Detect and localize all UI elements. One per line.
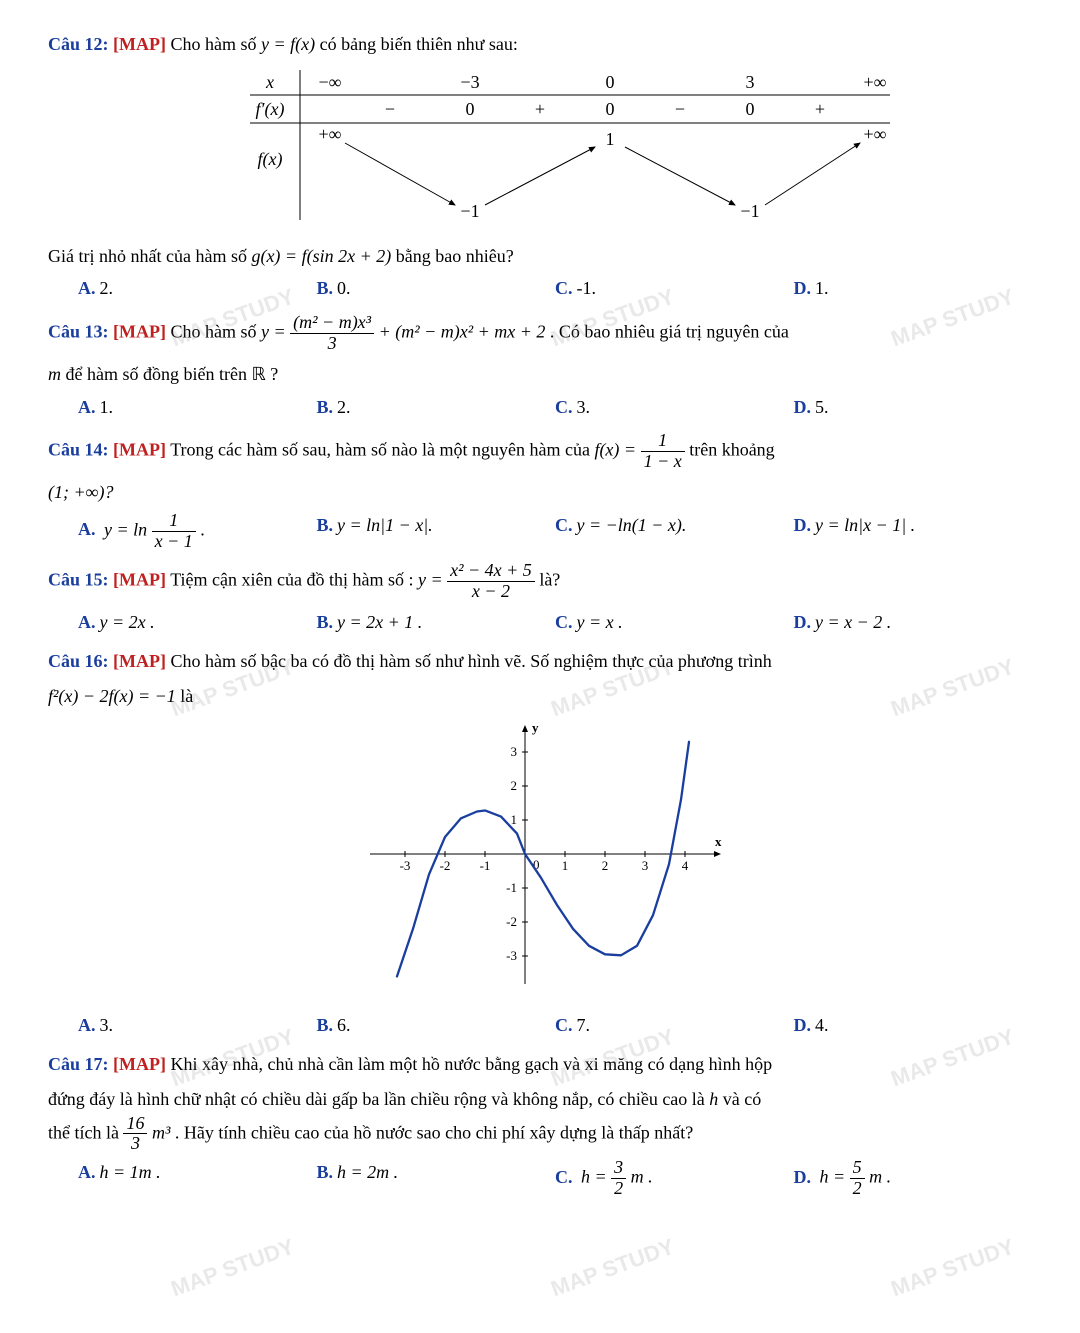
question-13: Câu 13: [MAP] Cho hàm số y = (m² − m)x³3… <box>48 313 1032 354</box>
svg-text:−∞: −∞ <box>319 72 342 92</box>
svg-text:+∞: +∞ <box>864 124 887 144</box>
q12-tag: [MAP] <box>113 34 166 54</box>
q15-choices: A.y = 2x . B.y = 2x + 1 . C.y = x . D.y … <box>78 608 1032 637</box>
svg-text:3: 3 <box>746 72 755 92</box>
svg-text:3: 3 <box>642 858 649 873</box>
q12-prompt: Giá trị nhỏ nhất của hàm số g(x) = f(sin… <box>48 242 1032 271</box>
svg-text:x: x <box>715 834 722 849</box>
svg-text:y: y <box>532 720 539 735</box>
svg-text:-3: -3 <box>400 858 411 873</box>
svg-text:-3: -3 <box>506 948 517 963</box>
q12-choice-b: B.0. <box>317 274 556 303</box>
q14-interval: (1; +∞)? <box>48 478 1032 507</box>
svg-text:−1: −1 <box>460 201 479 221</box>
svg-text:+: + <box>535 99 545 119</box>
q12-text-before: Cho hàm số <box>171 34 262 54</box>
q12-choice-d: D.1. <box>794 274 1033 303</box>
cubic-graph-svg: x y -3-2-11234-3-2-11230 <box>350 714 730 994</box>
svg-text:0: 0 <box>606 99 615 119</box>
q12-choices: A.2. B.0. C.-1. D.1. <box>78 274 1032 303</box>
q17-line3: thể tích là 163 m³ . Hãy tính chiều cao … <box>48 1114 1032 1155</box>
svg-text:3: 3 <box>511 744 518 759</box>
q12-fn: y = f(x) <box>261 34 315 54</box>
svg-text:1: 1 <box>606 129 615 149</box>
question-17: Câu 17: [MAP] Khi xây nhà, chủ nhà cần l… <box>48 1050 1032 1079</box>
svg-text:2: 2 <box>602 858 609 873</box>
page: Câu 12: [MAP] Cho hàm số y = f(x) có bản… <box>48 30 1032 1199</box>
svg-text:-2: -2 <box>440 858 451 873</box>
q16-graph: x y -3-2-11234-3-2-11230 <box>48 714 1032 1003</box>
svg-text:0: 0 <box>746 99 755 119</box>
q12-variation-table: x f′(x) f(x) −∞ −3 0 3 +∞ − 0 + 0 − 0 + … <box>48 65 1032 234</box>
svg-text:+∞: +∞ <box>864 72 887 92</box>
svg-text:0: 0 <box>606 72 615 92</box>
q13-line2: m để hàm số đồng biến trên ℝ ? <box>48 360 1032 389</box>
q16-choices: A.3. B.6. C.7. D.4. <box>78 1011 1032 1040</box>
svg-text:−: − <box>385 99 395 119</box>
svg-text:+∞: +∞ <box>319 124 342 144</box>
q14-choices: A. y = ln 1x − 1 . B.y = ln|1 − x|. C.y … <box>78 511 1032 552</box>
tbl-x: x <box>265 72 274 92</box>
question-16: Câu 16: [MAP] Cho hàm số bậc ba có đồ th… <box>48 647 1032 676</box>
svg-text:1: 1 <box>562 858 569 873</box>
svg-text:−1: −1 <box>740 201 759 221</box>
svg-text:1: 1 <box>511 812 518 827</box>
q13-choices: A.1. B.2. C.3. D.5. <box>78 393 1032 422</box>
svg-text:4: 4 <box>682 858 689 873</box>
svg-text:-1: -1 <box>506 880 517 895</box>
tbl-fpx: f′(x) <box>256 99 285 120</box>
q16-eq: f²(x) − 2f(x) = −1 là <box>48 682 1032 711</box>
variation-table-svg: x f′(x) f(x) −∞ −3 0 3 +∞ − 0 + 0 − 0 + … <box>180 65 900 225</box>
svg-text:−3: −3 <box>460 72 479 92</box>
svg-text:-2: -2 <box>506 914 517 929</box>
q12-text-after: có bảng biến thiên như sau: <box>320 34 518 54</box>
svg-text:-1: -1 <box>480 858 491 873</box>
tbl-fx: f(x) <box>258 149 283 170</box>
svg-text:2: 2 <box>511 778 518 793</box>
question-15: Câu 15: [MAP] Tiệm cận xiên của đồ thị h… <box>48 561 1032 602</box>
question-12: Câu 12: [MAP] Cho hàm số y = f(x) có bản… <box>48 30 1032 59</box>
svg-text:−: − <box>675 99 685 119</box>
q17-line2: đứng đáy là hình chữ nhật có chiều dài g… <box>48 1085 1032 1114</box>
q17-choices: A.h = 1m . B.h = 2m . C. h = 32 m . D. h… <box>78 1158 1032 1199</box>
q12-label: Câu 12: <box>48 34 109 54</box>
svg-text:+: + <box>815 99 825 119</box>
question-14: Câu 14: [MAP] Trong các hàm số sau, hàm … <box>48 431 1032 472</box>
q12-choice-a: A.2. <box>78 274 317 303</box>
q12-choice-c: C.-1. <box>555 274 794 303</box>
svg-text:0: 0 <box>466 99 475 119</box>
